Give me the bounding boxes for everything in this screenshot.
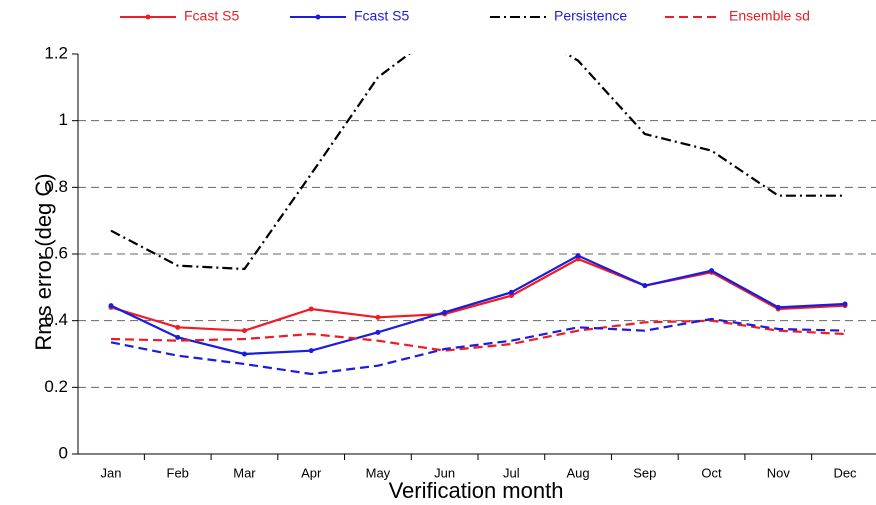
point — [175, 324, 181, 330]
x-tick-label: Dec — [833, 465, 857, 480]
x-tick-label: Nov — [767, 465, 791, 480]
point — [775, 304, 781, 310]
y-axis-label: Rms error (deg C) — [31, 173, 56, 350]
x-tick-label: Jan — [101, 465, 122, 480]
x-tick-label: Feb — [167, 465, 189, 480]
x-tick-label: Aug — [567, 465, 590, 480]
y-tick-label: 0 — [59, 443, 68, 462]
point — [375, 314, 381, 320]
x-tick-label: Jun — [434, 465, 455, 480]
x-tick-label: Apr — [301, 465, 322, 480]
point — [575, 253, 581, 259]
grid — [78, 120, 876, 388]
point — [108, 303, 114, 309]
legend-marker — [145, 14, 151, 20]
legend-label: Fcast S5 — [184, 8, 239, 24]
legend-marker — [315, 14, 321, 20]
point — [308, 306, 314, 312]
point — [842, 301, 848, 307]
point — [241, 328, 247, 334]
x-tick-label: May — [366, 465, 391, 480]
x-tick-label: Oct — [701, 465, 722, 480]
point — [175, 334, 181, 340]
legend-label: Ensemble sd — [729, 8, 810, 24]
series-line — [110, 257, 846, 332]
x-tick-label: Mar — [233, 465, 256, 480]
series-line — [110, 54, 845, 271]
series-line — [110, 317, 846, 376]
plot-area — [108, 54, 848, 376]
axes: 0 0.2 0.4 0.6 0.8 1 1.2 Jan Feb Mar Apr May Jun Jul Au… — [44, 8, 876, 480]
point — [375, 329, 381, 335]
y-tick-label: 0.2 — [44, 377, 68, 396]
y-tick-label: 0.8 — [44, 177, 68, 196]
series-line — [110, 254, 846, 356]
y-tick-label: 1 — [59, 110, 68, 129]
series-line — [110, 319, 846, 352]
point — [241, 351, 247, 357]
x-tick-label: Sep — [633, 465, 656, 480]
legend-label: Fcast S5 — [354, 8, 409, 24]
y-tick-label: 1.2 — [44, 43, 68, 62]
y-tick-label: 0.4 — [44, 310, 68, 329]
point — [642, 283, 648, 289]
y-tick-label: 0.6 — [44, 243, 68, 262]
x-tick-label: Jul — [503, 465, 520, 480]
legend-label: Persistence — [554, 8, 627, 24]
point — [308, 348, 314, 354]
point — [709, 268, 715, 274]
point — [442, 309, 448, 315]
point — [508, 289, 514, 295]
x-axis-label: Verification month — [389, 478, 564, 503]
